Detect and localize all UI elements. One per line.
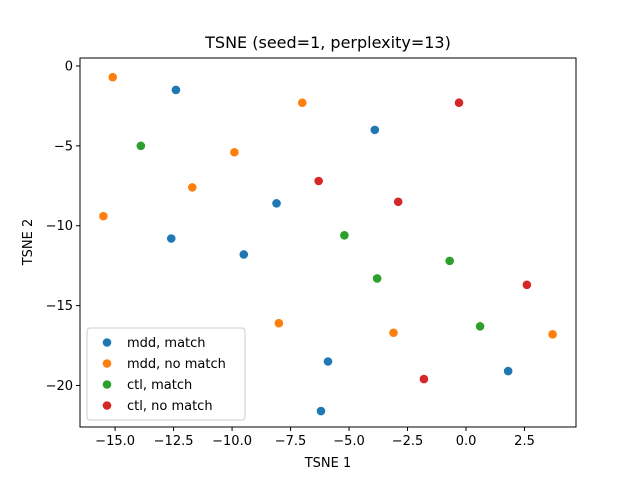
data-point: [188, 183, 197, 192]
data-point: [454, 98, 464, 108]
data-point: [372, 274, 382, 283]
data-point: [445, 256, 454, 266]
legend-label: ctl, no match: [127, 399, 213, 414]
data-point: [166, 234, 176, 243]
y-tick-label: −5: [54, 139, 73, 154]
legend-label: ctl, match: [127, 378, 192, 393]
data-point: [314, 176, 323, 186]
legend-label: mdd, no match: [127, 357, 226, 372]
x-tick-label: −2.5: [392, 434, 424, 449]
data-point: [316, 406, 326, 416]
y-tick-label: −10: [46, 219, 73, 234]
data-point: [274, 318, 284, 328]
data-point: [323, 357, 333, 366]
data-point: [522, 280, 532, 290]
data-point: [475, 322, 485, 331]
y-tick-label: 0: [65, 59, 73, 74]
points-layer: [99, 72, 557, 416]
data-point: [99, 211, 108, 221]
legend-marker: [102, 359, 112, 368]
data-point: [297, 98, 307, 108]
data-point: [389, 328, 398, 338]
data-point: [370, 125, 380, 135]
y-axis: 0 −5 −10 −15 −20: [46, 59, 80, 394]
x-tick-label: −12.5: [154, 434, 194, 449]
data-point: [136, 141, 146, 151]
x-tick-label: −10.0: [212, 434, 252, 449]
chart-title: TSNE (seed=1, perplexity=13): [204, 33, 451, 52]
legend-marker: [102, 338, 112, 347]
data-point: [239, 250, 249, 259]
plot-frame: [79, 57, 577, 428]
x-tick-label: −7.5: [275, 434, 307, 449]
data-point: [340, 231, 349, 240]
x-axis: −15.0 −12.5 −10.0 −7.5 −5.0 −2.5 0.0 2.5: [95, 427, 535, 449]
x-tick-label: 2.5: [514, 434, 535, 449]
data-point: [393, 197, 403, 207]
x-tick-label: −15.0: [95, 434, 135, 449]
data-point: [230, 147, 239, 157]
data-point: [419, 374, 429, 384]
data-point: [108, 72, 118, 82]
x-tick-label: −5.0: [333, 434, 365, 449]
y-tick-label: −20: [46, 379, 73, 394]
y-axis-title: TSNE 2: [21, 219, 36, 267]
legend-marker: [102, 401, 112, 410]
x-axis-title: TSNE 1: [304, 456, 352, 471]
legend: mdd, match mdd, no match ctl, match ctl, no…: [86, 327, 246, 421]
legend-label: mdd, match: [127, 336, 206, 351]
legend-box: [86, 327, 246, 421]
data-point: [548, 330, 557, 339]
data-point: [503, 366, 513, 376]
y-tick-label: −15: [46, 299, 73, 314]
x-tick-label: 0.0: [456, 434, 477, 449]
data-point: [171, 85, 181, 95]
data-point: [272, 199, 281, 208]
legend-marker: [102, 380, 112, 389]
